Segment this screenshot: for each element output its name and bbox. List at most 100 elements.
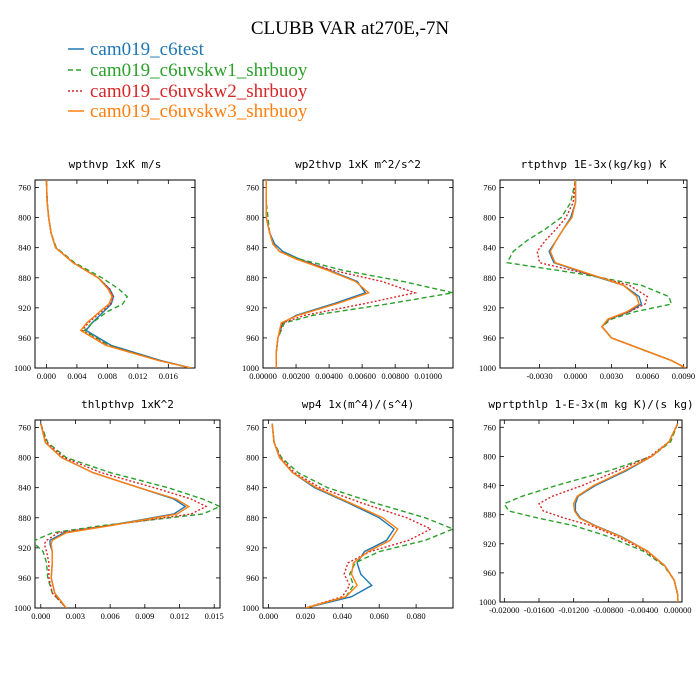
y-tick-label: 760 — [18, 423, 31, 433]
series-line-4 — [271, 423, 399, 608]
figure-title: CLUBB VAR at270E,-7N — [251, 18, 450, 39]
x-tick-label: 0.00800 — [381, 371, 409, 381]
x-tick-label: -0.00800 — [593, 605, 623, 615]
y-tick-label: 800 — [246, 453, 259, 463]
panel-title: rtpthvp 1E-3x(kg/kg) K — [521, 158, 667, 171]
y-tick-label: 960 — [18, 333, 31, 343]
legend-label-4: cam019_c6uvskw3_shrbuoy — [90, 101, 308, 122]
x-tick-label: 0.020 — [296, 611, 315, 621]
y-tick-label: 1000 — [14, 363, 31, 373]
panel-title: wp2thvp 1xK m^2/s^2 — [295, 158, 421, 171]
series-line-2 — [45, 180, 192, 368]
x-tick-label: 0.012 — [128, 371, 147, 381]
series-line-3 — [538, 423, 679, 602]
x-tick-label: 0.00200 — [282, 371, 310, 381]
series-line-4 — [45, 180, 192, 368]
y-tick-label: 800 — [246, 213, 259, 223]
y-tick-label: 840 — [18, 243, 31, 253]
y-tick-label: 760 — [246, 183, 259, 193]
y-tick-label: 880 — [246, 513, 259, 523]
y-tick-label: 840 — [483, 481, 496, 491]
y-tick-label: 880 — [483, 273, 496, 283]
legend-label-2: cam019_c6uvskw1_shrbuoy — [90, 60, 308, 81]
series-line-4 — [572, 423, 679, 602]
y-tick-label: 920 — [18, 543, 31, 553]
panel-title: wp4 1x(m^4)/(s^4) — [302, 398, 415, 411]
series-line-2 — [503, 423, 679, 602]
legend: cam019_c6test cam019_c6uvskw1_shrbuoy ca… — [68, 39, 308, 122]
legend-label-3: cam019_c6uvskw2_shrbuoy — [90, 81, 308, 102]
series-line-3 — [40, 423, 208, 608]
y-tick-label: 840 — [246, 483, 259, 493]
series-line-1 — [271, 423, 395, 608]
x-tick-label: -0.01200 — [558, 605, 588, 615]
x-tick-label: 0.00600 — [348, 371, 376, 381]
y-tick-label: 840 — [483, 243, 496, 253]
y-tick-label: 880 — [18, 273, 31, 283]
series-line-3 — [536, 180, 687, 368]
series-line-3 — [265, 180, 418, 368]
series-line-4 — [549, 180, 687, 368]
panel-title: wpthvp 1xK m/s — [69, 158, 162, 171]
y-tick-label: 800 — [18, 213, 31, 223]
series-line-2 — [506, 180, 687, 368]
series-line-2 — [35, 423, 220, 608]
panel-title: wprtpthlp 1-E-3x(m kg K)/(s kg) — [488, 398, 693, 411]
panel-frame — [262, 419, 454, 609]
series-line-1 — [574, 423, 679, 602]
y-tick-label: 920 — [18, 303, 31, 313]
panel-4: thlpthvp 1xK^276080084088092096010000.00… — [14, 398, 224, 621]
y-tick-label: 1000 — [242, 603, 259, 613]
series-line-4 — [265, 180, 371, 368]
series-line-2 — [271, 423, 453, 608]
y-tick-label: 800 — [483, 451, 496, 461]
x-tick-label: 0.0060 — [636, 371, 659, 381]
panel-frame — [34, 419, 221, 609]
series-line-1 — [45, 180, 192, 368]
x-tick-label: 0.040 — [333, 611, 352, 621]
y-tick-label: 880 — [246, 273, 259, 283]
x-tick-label: 0.080 — [407, 611, 426, 621]
x-tick-label: 0.00000 — [249, 371, 277, 381]
x-tick-label: 0.00000 — [664, 605, 692, 615]
y-tick-label: 880 — [483, 510, 496, 520]
series-line-4 — [40, 423, 191, 608]
x-tick-label: 0.008 — [98, 371, 117, 381]
x-tick-label: 0.0090 — [672, 371, 695, 381]
y-tick-label: 960 — [483, 568, 496, 578]
panel-6: wprtpthlp 1-E-3x(m kg K)/(s kg) 760 800 840… — [479, 398, 694, 615]
y-tick-label: 760 — [246, 423, 259, 433]
x-tick-label: 0.000 — [31, 611, 50, 621]
x-tick-label: 0.000 — [259, 611, 278, 621]
panel-frame — [34, 179, 196, 369]
y-tick-label: 1000 — [479, 363, 496, 373]
x-tick-label: 0.00400 — [315, 371, 343, 381]
x-tick-label: 0.0000 — [564, 371, 587, 381]
y-tick-label: 920 — [246, 303, 259, 313]
y-tick-label: 1000 — [479, 597, 496, 607]
x-tick-label: 0.004 — [67, 371, 87, 381]
y-tick-label: 920 — [246, 543, 259, 553]
y-tick-label: 840 — [246, 243, 259, 253]
series-line-2 — [265, 180, 453, 368]
legend-label-1: cam019_c6test — [90, 39, 205, 60]
y-tick-label: 760 — [483, 422, 496, 432]
y-tick-label: 920 — [483, 539, 496, 549]
x-tick-label: 0.000 — [37, 371, 56, 381]
y-tick-label: 1000 — [14, 603, 31, 613]
y-tick-label: 960 — [246, 573, 259, 583]
x-tick-label: 0.012 — [170, 611, 189, 621]
panel-1: wpthvp 1xK m/s 760 800 840 880 920 960 1000 0.00… — [14, 158, 196, 381]
y-tick-label: 1000 — [242, 363, 259, 373]
x-tick-label: -0.02000 — [489, 605, 519, 615]
series-line-3 — [45, 180, 192, 368]
y-tick-label: 800 — [483, 213, 496, 223]
x-tick-label: 0.006 — [101, 611, 120, 621]
y-tick-label: 760 — [483, 183, 496, 193]
panel-3: rtpthvp 1E-3x(kg/kg) K 760 800 840 880 920 960… — [479, 158, 695, 381]
x-tick-label: 0.015 — [205, 611, 224, 621]
x-tick-label: -0.00400 — [628, 605, 658, 615]
panel-2: wp2thvp 1xK m^2/s^2 760 800 840 880 920 960 100… — [242, 158, 454, 381]
panel-frame — [499, 419, 683, 603]
